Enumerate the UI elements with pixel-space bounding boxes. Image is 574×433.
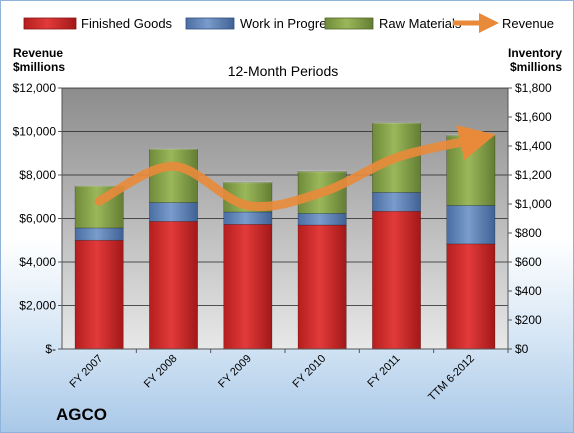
- left-axis-title-line1: Revenue: [13, 46, 63, 60]
- x-axis-tick-label: FY 2010: [291, 353, 329, 391]
- legend-swatch-work-in-progress: [185, 17, 235, 30]
- right-axis-tick-label: $400: [515, 284, 542, 298]
- bar-finished-goods: [372, 210, 421, 350]
- left-axis-title-line2: $millions: [13, 60, 65, 74]
- right-axis-tick-label: $600: [515, 255, 542, 269]
- bar-finished-goods: [297, 224, 347, 350]
- bar-work-in-progress: [149, 202, 198, 222]
- left-axis-tick-label: $-: [45, 342, 56, 356]
- legend-swatch-raw-materials: [324, 17, 374, 30]
- right-axis-tick-label: $800: [515, 226, 542, 240]
- chart-title: 12-Month Periods: [228, 63, 339, 79]
- revenue-line: [94, 125, 496, 211]
- legend-label-raw-materials: Raw Materials: [379, 16, 462, 31]
- right-axis-tick-label: $200: [515, 313, 542, 327]
- bar-top-highlight: [149, 147, 198, 150]
- left-axis-tick-label: $4,000: [19, 255, 56, 269]
- revenue-line-layer: [94, 125, 496, 211]
- legend-label-revenue: Revenue: [502, 16, 554, 31]
- right-axis-tick-label: $1,200: [515, 168, 552, 182]
- right-axis-tick-label: $0: [515, 342, 529, 356]
- bar-finished-goods: [446, 243, 496, 350]
- bar-work-in-progress: [297, 213, 347, 226]
- bar-finished-goods: [74, 239, 124, 350]
- x-axis-tick-label: FY 2008: [142, 353, 180, 391]
- bar-work-in-progress: [223, 211, 273, 225]
- bar-work-in-progress: [74, 227, 124, 241]
- bar-top-highlight: [372, 121, 421, 124]
- bar-work-in-progress: [446, 205, 496, 245]
- bar-finished-goods: [149, 221, 198, 350]
- bar-top-highlight: [75, 184, 124, 187]
- left-axis-tick-label: $12,000: [13, 81, 57, 95]
- x-axis-tick-label: FY 2009: [216, 353, 254, 391]
- bar-top-highlight: [298, 170, 347, 173]
- legend: Finished Goods Work in Progress Raw Mate…: [23, 13, 554, 33]
- left-axis-tick-label: $6,000: [19, 212, 56, 226]
- x-axis-tick-label: TTM 6-2012: [426, 353, 477, 404]
- bar-work-in-progress: [372, 192, 421, 212]
- right-axis-title-line1: Inventory: [508, 46, 562, 60]
- x-axis-tick-label: FY 2011: [365, 353, 402, 390]
- right-axis-tick-label: $1,800: [515, 81, 552, 95]
- x-axis-tick-label: FY 2007: [68, 353, 106, 391]
- legend-label-finished-goods: Finished Goods: [81, 16, 173, 31]
- legend-swatch-finished-goods: [23, 17, 77, 30]
- right-axis-tick-label: $1,000: [515, 197, 552, 211]
- right-axis-tick-label: $1,400: [515, 139, 552, 153]
- right-axis-tick-label: $1,600: [515, 110, 552, 124]
- legend-label-work-in-progress: Work in Progress: [240, 16, 340, 31]
- left-axis-tick-label: $8,000: [19, 168, 56, 182]
- bar-finished-goods: [223, 224, 273, 350]
- company-name: AGCO: [56, 405, 107, 424]
- right-axis-title-line2: $millions: [510, 60, 562, 74]
- left-axis-tick-label: $2,000: [19, 299, 56, 313]
- left-axis-tick-label: $10,000: [13, 125, 57, 139]
- bar-top-highlight: [223, 181, 272, 184]
